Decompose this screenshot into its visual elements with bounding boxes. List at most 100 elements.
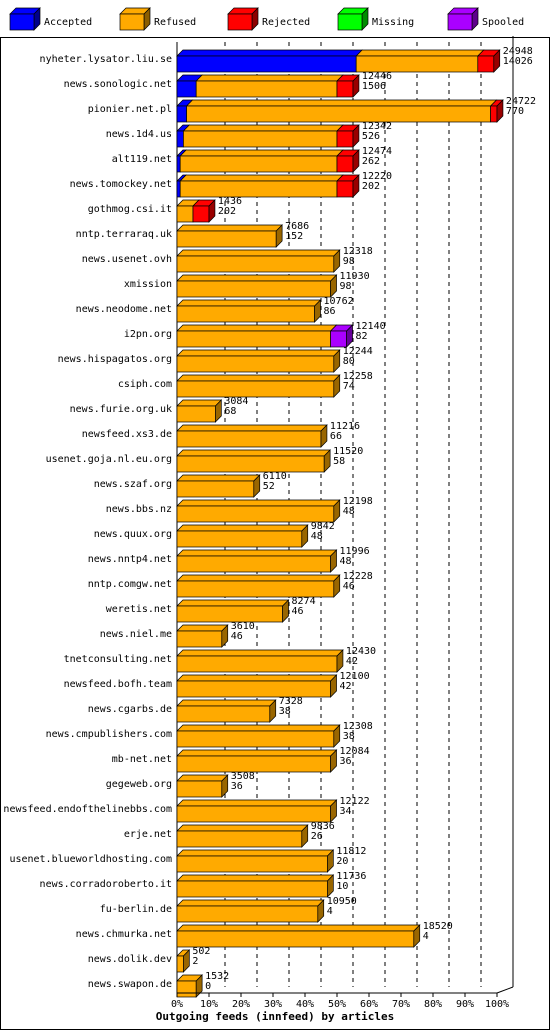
x-axis: 0% 10% 20% 30% 40% 50% 60% 70% 80% 90% 100%: [171, 986, 514, 1010]
bar-segment-refused: [176, 755, 331, 773]
bar-segment-spooled: [330, 330, 347, 348]
bar-segment-refused: [176, 930, 415, 948]
value-label-top: 10762: [324, 296, 354, 307]
value-label-bottom: 48: [311, 531, 323, 542]
bar-segment-refused-top: [185, 99, 498, 107]
bar-segment-refused-top: [176, 324, 338, 332]
host-label: newsfeed.bofh.team: [64, 679, 172, 690]
x-tick-label: 0%: [171, 999, 183, 1010]
bar-segment-refused-top: [355, 49, 485, 57]
bar-segment-refused: [176, 605, 283, 623]
bar-side: [221, 774, 229, 798]
host-label: pionier.net.pl: [88, 104, 172, 115]
bar-side: [493, 49, 501, 73]
bar-segment-refused-top: [179, 149, 344, 157]
bar-segment-refused: [176, 480, 255, 498]
value-label-top: 24948: [503, 46, 533, 57]
host-label: news.dolik.dev: [88, 954, 172, 965]
bar-side: [352, 74, 360, 98]
value-label-top: 9836: [311, 821, 335, 832]
x-tick-label: 90%: [456, 999, 474, 1010]
value-label-bottom: 2: [192, 956, 198, 967]
value-label-bottom: 98: [343, 256, 355, 267]
bar-segment-refused: [176, 730, 335, 748]
bar-segment-refused: [176, 255, 335, 273]
value-label-bottom: 48: [340, 556, 352, 567]
legend-swatch: [119, 13, 145, 31]
bar-segment-refused-top: [176, 699, 277, 707]
bar-side: [323, 449, 331, 473]
bar-segment-refused-top: [176, 724, 341, 732]
value-label-top: 9842: [311, 521, 335, 532]
bar-side: [330, 749, 337, 773]
value-label-bottom: 34: [340, 806, 352, 817]
bar-segment-refused: [176, 580, 335, 598]
bar-segment-refused-top: [176, 449, 331, 457]
value-label-bottom: 46: [292, 606, 304, 617]
bar-side: [320, 424, 328, 448]
bar-side: [317, 899, 325, 923]
bar-segment-refused-top: [176, 574, 341, 582]
value-label-top: 12220: [362, 171, 392, 182]
bar-segment-refused-top: [176, 399, 223, 407]
value-label-top: 11520: [333, 446, 363, 457]
host-label: nyheter.lysator.liu.se: [40, 54, 172, 65]
bar-side: [333, 499, 341, 523]
legend-swatch: [337, 13, 363, 31]
host-label: usenet.goja.nl.eu.org: [46, 454, 172, 465]
bar-segment-refused: [176, 655, 338, 673]
x-tick-label: 10%: [200, 999, 218, 1010]
host-label: nntp.terraraq.uk: [76, 229, 172, 240]
bar-segment-refused: [176, 355, 335, 373]
value-label-top: 12084: [340, 746, 370, 757]
value-label-bottom: 4: [327, 906, 333, 917]
bar-segment-refused: [176, 380, 335, 398]
value-label-bottom: 48: [343, 506, 355, 517]
value-label-top: 502: [192, 946, 210, 957]
value-label-top: 1532: [205, 971, 229, 982]
bar-segment-refused-top: [176, 349, 341, 357]
host-label: news.neodome.net: [76, 304, 172, 315]
host-label: news.cgarbs.de: [88, 704, 172, 715]
bar-segment-accepted: [176, 55, 357, 73]
host-label: gothmog.csi.it: [88, 204, 172, 215]
value-label-top: 12308: [343, 721, 373, 732]
chart-title: Outgoing feeds (innfeed) by articles: [156, 1010, 394, 1023]
value-label-top: 11996: [340, 546, 370, 557]
bar-segment-refused-top: [182, 124, 344, 132]
bar-segment-refused: [176, 305, 315, 323]
host-label: news.sonologic.net: [64, 79, 172, 90]
value-label-top: 11812: [336, 846, 366, 857]
bar-segment-refused: [195, 80, 338, 98]
legend-label: Accepted: [44, 17, 92, 28]
bar-segment-rejected: [336, 80, 354, 98]
bar-side: [269, 699, 277, 723]
value-label-top: 1436: [218, 196, 242, 207]
legend-label: Missing: [372, 17, 414, 28]
value-label-bottom: 58: [333, 456, 345, 467]
bar-segment-refused: [176, 230, 277, 248]
value-label-top: 18520: [423, 921, 453, 932]
value-label-top: 24722: [506, 96, 536, 107]
bar-segment-accepted: [176, 180, 181, 198]
x-tick-label: 70%: [392, 999, 410, 1010]
value-label-top: 3610: [231, 621, 255, 632]
value-label-bottom: 1506: [362, 81, 386, 92]
bar-segment-refused-top: [176, 474, 261, 482]
bar-segment-refused: [176, 280, 331, 298]
value-label-top: 8274: [292, 596, 316, 607]
bar-segment-refused-top: [176, 899, 325, 907]
bar-side: [330, 799, 337, 823]
value-label-top: 3508: [231, 771, 255, 782]
